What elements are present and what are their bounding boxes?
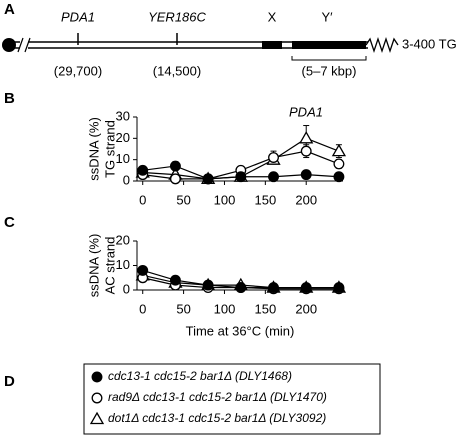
x-axis-label: Time at 36°C (min) — [186, 323, 295, 338]
telomere-label: 3-400 TG 3′ — [402, 36, 460, 51]
legend: cdc13-1 cdc15-2 bar1Δ (DLY1468) rad9Δ cdc… — [89, 369, 327, 425]
y-tick-label: 0 — [123, 172, 130, 187]
marker — [169, 160, 181, 172]
legend-box — [83, 363, 381, 435]
break-mark — [17, 37, 24, 53]
element-label: X — [268, 9, 277, 24]
x-tick-label: 150 — [254, 192, 276, 207]
y-tick-label: 20 — [116, 232, 130, 247]
panel-label: A — [4, 1, 15, 18]
marker — [169, 274, 181, 286]
marker — [268, 152, 279, 163]
x-tick-label: 150 — [254, 301, 276, 316]
centromere — [2, 38, 16, 52]
marker — [299, 131, 314, 144]
y-tick-label: 30 — [116, 108, 130, 123]
marker — [300, 169, 312, 181]
panel-label: C — [4, 214, 15, 231]
y-tick-label: 10 — [116, 151, 130, 166]
x-tick-label: 100 — [214, 192, 236, 207]
marker — [169, 173, 181, 185]
y-axis-label: ssDNA (%) — [86, 234, 101, 298]
telomere-repeats — [365, 36, 399, 54]
legend-label: cdc13-1 cdc15-2 bar1Δ (DLY1468) — [108, 369, 292, 383]
x-tick-label: 200 — [295, 192, 317, 207]
element-label: Y′ — [321, 9, 333, 24]
marker — [268, 282, 279, 294]
gene-label: PDA1 — [61, 9, 95, 24]
marker — [89, 411, 105, 425]
marker — [137, 164, 149, 176]
gene-label: YER186C — [148, 9, 206, 24]
marker — [235, 282, 247, 294]
marker — [333, 282, 345, 294]
marker — [91, 371, 103, 383]
marker — [137, 264, 149, 276]
legend-label: rad9Δ cdc13-1 cdc15-2 bar1Δ (DLY1470) — [108, 390, 327, 404]
break-gap — [20, 38, 28, 52]
bracket — [291, 56, 367, 61]
chart: B 0 10 20 30 0 50 100 150 200 ssDNA (%) TG strand PD… — [4, 90, 347, 207]
x-tick-label: 0 — [139, 301, 146, 316]
marker — [202, 279, 214, 291]
panel-label: D — [4, 373, 15, 390]
marker — [300, 282, 312, 294]
y-tick-label: 10 — [116, 257, 130, 272]
size-label: (5–7 kbp) — [302, 63, 357, 78]
x-tick-label: 100 — [214, 301, 236, 316]
x-element — [262, 41, 282, 49]
marker — [91, 392, 103, 404]
marker — [300, 145, 312, 157]
marker — [235, 171, 247, 183]
y-axis-label: AC strand — [102, 237, 117, 295]
marker — [333, 171, 345, 183]
marker — [202, 173, 214, 185]
annotation: PDA1 — [289, 104, 323, 119]
marker — [331, 143, 347, 157]
x-tick-label: 50 — [176, 192, 190, 207]
y-axis-label: ssDNA (%) — [86, 117, 101, 181]
legend-label: dot1Δ cdc13-1 cdc15-2 bar1Δ (DLY3092) — [108, 411, 326, 425]
y-element — [292, 41, 366, 49]
position-label: (29,700) — [54, 63, 102, 78]
x-tick-label: 0 — [139, 192, 146, 207]
y-tick-label: 20 — [116, 130, 130, 145]
x-tick-label: 50 — [176, 301, 190, 316]
marker — [333, 158, 345, 170]
panel-label: B — [4, 90, 15, 107]
position-label: (14,500) — [153, 63, 201, 78]
marker — [268, 171, 279, 183]
y-axis-label: TG strand — [102, 120, 117, 178]
break-mark — [24, 37, 31, 53]
x-tick-label: 200 — [295, 301, 317, 316]
y-tick-label: 0 — [123, 281, 130, 296]
